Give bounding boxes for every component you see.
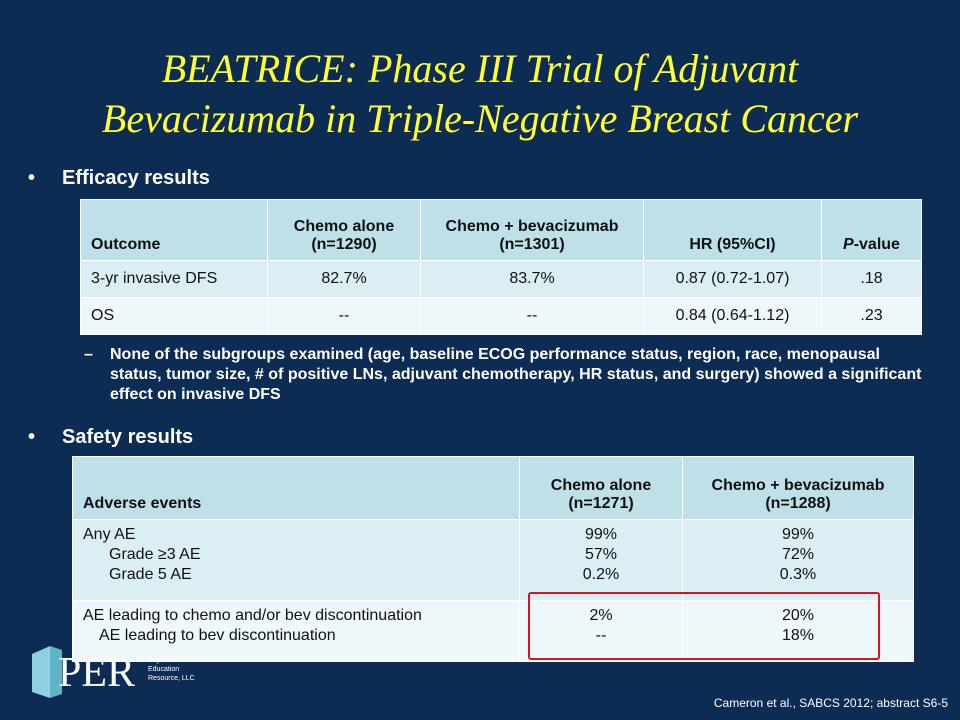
event-label: Grade 5 AE bbox=[109, 566, 192, 583]
efficacy-table: Outcome Chemo alone (n=1290) Chemo + bev… bbox=[80, 199, 922, 335]
header-chemo-line2: (n=1290) bbox=[311, 236, 377, 253]
cell-hr: 0.84 (0.64-1.12) bbox=[643, 297, 822, 335]
header-chemo-alone: Chemo alone (n=1290) bbox=[267, 199, 421, 261]
efficacy-header-row: Outcome Chemo alone (n=1290) Chemo + bev… bbox=[80, 199, 922, 261]
logo-tagline-1: Physicians' bbox=[148, 657, 183, 664]
table-row: 3-yr invasive DFS 82.7% 83.7% 0.87 (0.72… bbox=[80, 260, 922, 298]
event-label: Grade ≥3 AE bbox=[109, 546, 201, 563]
cell-outcome: OS bbox=[80, 297, 268, 335]
title-line-1: BEATRICE: Phase III Trial of Adjuvant bbox=[161, 46, 799, 91]
dash-bullet: – bbox=[84, 346, 93, 363]
event-label: AE leading to chemo and/or bev discontin… bbox=[83, 607, 422, 624]
header-chemo-line1: Chemo alone bbox=[550, 477, 652, 494]
header-outcome: Outcome bbox=[80, 199, 268, 261]
header-bev-line1: Chemo + bevacizumab bbox=[711, 477, 885, 494]
header-chemo-bev: Chemo + bevacizumab (n=1301) bbox=[420, 199, 644, 261]
value: 2% bbox=[589, 607, 613, 624]
title-line-2: Bevacizumab in Triple-Negative Breast Ca… bbox=[101, 96, 859, 141]
cell-bev: 20% 18% bbox=[682, 600, 914, 662]
table-row: Any AE Grade ≥3 AE Grade 5 AE 99% 57% 0.… bbox=[72, 519, 914, 601]
cell-chemo: 99% 57% 0.2% bbox=[519, 519, 683, 601]
cell-bev: 83.7% bbox=[420, 260, 644, 298]
cell-bev: 99% 72% 0.3% bbox=[682, 519, 914, 601]
citation: Cameron et al., SABCS 2012; abstract S6-… bbox=[713, 696, 948, 710]
header-chemo-alone: Chemo alone (n=1271) bbox=[519, 456, 683, 520]
value: 72% bbox=[781, 546, 815, 563]
logo-tagline-3: Resource, LLC bbox=[148, 675, 195, 682]
header-adverse-events: Adverse events bbox=[72, 456, 520, 520]
table-row: OS -- -- 0.84 (0.64-1.12) .23 bbox=[80, 297, 922, 335]
header-p-value: P-value bbox=[821, 199, 922, 261]
safety-table: Adverse events Chemo alone (n=1271) Chem… bbox=[72, 456, 914, 662]
value: 57% bbox=[584, 546, 618, 563]
event-label: Any AE bbox=[83, 526, 136, 543]
header-bev-line1: Chemo + bevacizumab bbox=[445, 218, 619, 235]
cell-bev: -- bbox=[420, 297, 644, 335]
logo-tagline-2: Education bbox=[148, 666, 179, 673]
cell-p: .18 bbox=[821, 260, 922, 298]
header-chemo-line2: (n=1271) bbox=[568, 495, 634, 512]
header-chemo-bev: Chemo + bevacizumab (n=1288) bbox=[682, 456, 914, 520]
header-hr: HR (95%CI) bbox=[643, 199, 822, 261]
subgroup-note: – None of the subgroups examined (age, b… bbox=[84, 345, 924, 405]
value: 20% bbox=[781, 607, 815, 624]
value: 18% bbox=[781, 627, 815, 644]
cell-chemo: 82.7% bbox=[267, 260, 421, 298]
value: 0.3% bbox=[779, 566, 817, 583]
value: 99% bbox=[584, 526, 618, 543]
value: 0.2% bbox=[582, 566, 620, 583]
value: -- bbox=[595, 627, 607, 644]
cell-chemo: 2% -- bbox=[519, 600, 683, 662]
cell-events: AE leading to chemo and/or bev discontin… bbox=[72, 600, 520, 662]
value: 99% bbox=[781, 526, 815, 543]
efficacy-bullet: • Efficacy results bbox=[28, 167, 210, 190]
cell-hr: 0.87 (0.72-1.07) bbox=[643, 260, 822, 298]
slide-title: BEATRICE: Phase III Trial of Adjuvant Be… bbox=[0, 44, 960, 144]
logo-text: PER bbox=[58, 650, 135, 696]
cell-outcome: 3-yr invasive DFS bbox=[80, 260, 268, 298]
event-label: AE leading to bev discontinuation bbox=[99, 627, 336, 644]
cell-events: Any AE Grade ≥3 AE Grade 5 AE bbox=[72, 519, 520, 601]
cell-p: .23 bbox=[821, 297, 922, 335]
discontinuation-highlight-box bbox=[528, 592, 880, 660]
per-logo: PER Physicians' Education Resource, LLC bbox=[32, 646, 195, 698]
safety-bullet-label: Safety results bbox=[62, 426, 194, 448]
safety-bullet: • Safety results bbox=[28, 426, 193, 449]
bullet-dot-icon: • bbox=[28, 426, 36, 448]
header-bev-line2: (n=1301) bbox=[499, 236, 565, 253]
header-chemo-line1: Chemo alone bbox=[293, 218, 395, 235]
efficacy-bullet-label: Efficacy results bbox=[62, 167, 210, 189]
logo-mark-icon bbox=[32, 646, 50, 698]
header-bev-line2: (n=1288) bbox=[765, 495, 831, 512]
cell-chemo: -- bbox=[267, 297, 421, 335]
header-p-italic: P bbox=[843, 236, 854, 253]
safety-header-row: Adverse events Chemo alone (n=1271) Chem… bbox=[72, 456, 914, 520]
subgroup-note-text: None of the subgroups examined (age, bas… bbox=[110, 346, 922, 403]
header-p-rest: -value bbox=[853, 236, 900, 253]
bullet-dot-icon: • bbox=[28, 167, 36, 189]
logo-mark-shade-icon bbox=[50, 646, 62, 698]
table-row: AE leading to chemo and/or bev discontin… bbox=[72, 600, 914, 662]
